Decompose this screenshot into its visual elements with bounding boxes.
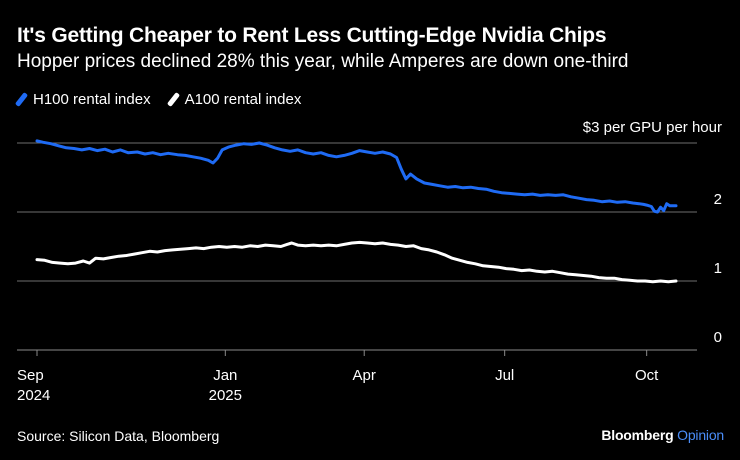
x-tick-label-2: Apr — [353, 367, 376, 384]
y-tick-label-1: 1 — [714, 260, 722, 277]
x-axis: Sep 2024 Jan 2025 Apr Jul Oct — [17, 350, 659, 404]
x-tick-label-4: Oct — [635, 367, 659, 384]
brand-name: Bloomberg — [601, 427, 674, 443]
legend-label-a100: A100 rental index — [184, 90, 302, 108]
x-tick-label-year-1: 2025 — [209, 387, 242, 404]
chart-subtitle: Hopper prices declined 28% this year, wh… — [17, 51, 629, 72]
chart-title: It's Getting Cheaper to Rent Less Cuttin… — [17, 24, 607, 47]
brand-logo: Bloomberg Opinion — [601, 427, 724, 443]
x-tick-label-year-0: 2024 — [17, 387, 50, 404]
x-tick-label-0: Sep — [17, 367, 44, 384]
series-lines — [35, 139, 678, 284]
legend-label-h100: H100 rental index — [33, 90, 151, 108]
y-tick-label-0: 0 — [714, 329, 722, 346]
series-line-a100 — [35, 240, 678, 284]
y-unit-label: $3 per GPU per hour — [583, 119, 722, 136]
y-tick-label-2: 2 — [714, 191, 722, 208]
legend-item-a100: A100 rental index — [166, 90, 302, 108]
x-tick-label-1: Jan — [213, 367, 237, 384]
gridlines — [17, 142, 697, 351]
x-tick-label-3: Jul — [495, 367, 514, 384]
y-axis-labels: 0 1 2 $3 per GPU per hour — [583, 119, 722, 346]
source-note: Source: Silicon Data, Bloomberg — [17, 428, 220, 444]
brand-sub: Opinion — [677, 427, 724, 443]
legend-item-h100: H100 rental index — [14, 90, 151, 108]
legend: H100 rental index A100 rental index — [14, 89, 319, 109]
series-line-h100 — [35, 139, 678, 214]
